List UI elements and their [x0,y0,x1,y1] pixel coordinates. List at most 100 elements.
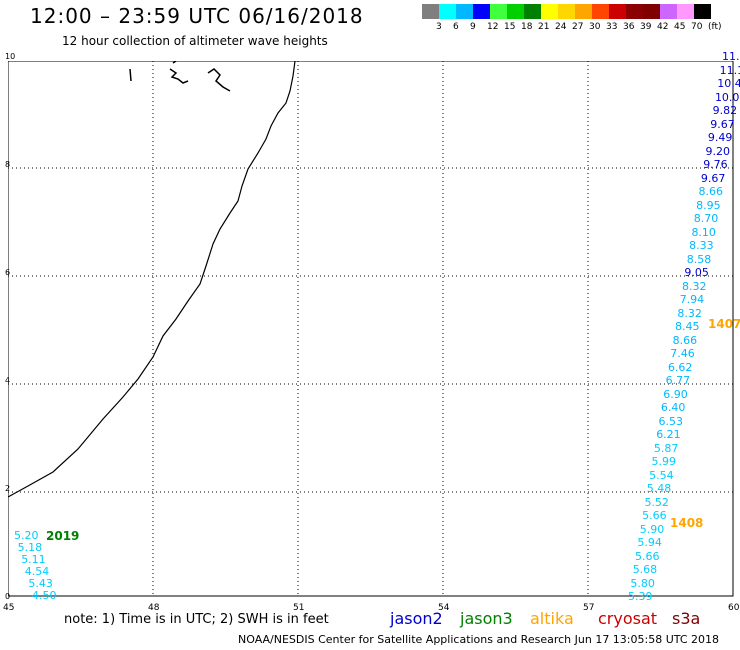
color-swatch [592,4,609,19]
wave-height-value: 5.80 [630,576,655,590]
pass-number-label: 2019 [46,529,80,543]
y-axis-tick-label: 0 [5,592,11,601]
wave-height-value: 5.99 [651,455,677,468]
color-swatch [694,4,711,19]
mission-name-altika: altika [530,609,574,628]
color-scale-label: 36 [623,22,635,32]
wave-height-value: 6.62 [667,360,693,374]
wave-height-value: 8.70 [693,212,719,225]
color-swatch [677,4,694,19]
wave-height-value: 5.68 [632,563,658,576]
color-swatch [473,4,490,19]
wave-height-value: 8.33 [689,239,714,252]
map-area [8,61,734,597]
wave-height-value: 11.1 [719,63,740,77]
map-frame [8,61,734,597]
wave-height-value: 6.77 [665,374,691,387]
map-graphic [8,61,734,597]
island-shapes [129,61,231,92]
wave-height-value: 9.67 [710,117,735,131]
wave-height-value: 8.10 [691,225,716,239]
wave-height-value: 6.53 [658,414,684,428]
y-axis-tick-label: 10 [5,52,16,61]
y-axis-tick-label: 4 [5,376,11,385]
footnote: note: 1) Time is in UTC; 2) SWH is in fe… [64,612,329,627]
wave-height-value: 5.39 [628,590,653,603]
color-swatch [524,4,541,19]
color-scale-label: 30 [589,22,601,32]
color-swatch [575,4,592,19]
color-scale-label: 39 [640,22,652,32]
wave-height-value: 5.52 [644,495,669,509]
color-scale-label: 6 [453,22,459,32]
wave-height-value: 5.54 [649,468,674,482]
wave-height-value: 7.94 [679,293,705,306]
color-scale-label: 70 [691,22,703,32]
pass-number-label: 1408 [670,516,704,530]
wave-height-value: 10.4 [717,77,740,90]
color-scale-label: 45 [674,22,686,32]
wave-height-value: 9.67 [700,171,726,185]
color-scale-label: 42 [657,22,669,32]
wave-height-value: 6.40 [660,401,686,414]
color-swatch [541,4,558,19]
color-swatch [558,4,575,19]
wave-height-value: 8.66 [672,333,698,347]
color-swatch [626,4,643,19]
wave-height-value: 8.45 [675,320,700,333]
wave-height-value: 10.0 [714,90,740,104]
y-axis-tick-label: 2 [5,484,11,493]
wave-height-value: 8.32 [677,306,702,320]
coastline [8,61,296,498]
mission-name-cryosat: cryosat [598,609,658,628]
mission-name-jason2: jason2 [390,609,443,628]
color-swatch [643,4,660,19]
wave-height-value: 11. [722,50,740,63]
wave-height-value: 6.90 [663,387,688,401]
wave-height-value: 4.54 [24,565,50,578]
color-swatch [609,4,626,19]
wave-height-value: 9.05 [684,266,709,279]
grid-lines [8,61,733,596]
color-scale-label: 24 [555,22,567,32]
color-swatch [456,4,473,19]
color-swatch [660,4,677,19]
color-swatch [490,4,507,19]
map-subtitle: 12 hour collection of altimeter wave hei… [62,34,328,48]
wave-height-value: 5.94 [637,536,662,549]
credit-line: NOAA/NESDIS Center for Satellite Applica… [238,633,720,646]
map-title: 12:00 – 23:59 UTC 06/16/2018 [30,4,364,28]
wave-height-value: 5.66 [635,549,660,563]
color-scale-label: 18 [521,22,533,32]
x-axis-tick-label: 54 [438,603,450,613]
x-axis-tick-label: 45 [3,603,15,613]
wave-height-value: 7.46 [670,347,695,360]
color-swatch [422,4,439,19]
wave-height-value: 5.90 [639,522,665,536]
color-scale-label: 27 [572,22,584,32]
wave-height-value: 5.20 [14,529,39,542]
color-scale-label: 3 [436,22,442,32]
color-scale-label: (ft) [708,22,722,32]
y-axis-tick-label: 8 [5,160,11,169]
pass-number-label: 1407 [708,317,740,331]
color-swatch [507,4,524,19]
y-axis-tick-label: 6 [5,268,11,277]
x-axis-tick-label: 60 [728,603,740,613]
mission-name-s3a: s3a [672,609,701,628]
wave-height-value: 9.49 [707,131,733,144]
wave-height-value: 5.11 [21,553,46,566]
wave-height-value: 9.82 [712,104,738,117]
color-scale-label: 9 [470,22,476,32]
color-scale-label: 33 [606,22,618,32]
wave-height-value: 8.32 [682,279,707,293]
x-axis-tick-label: 51 [293,603,305,613]
color-scale-bar [422,4,711,19]
wave-height-value: 4.50 [32,589,57,602]
wave-height-value: 5.18 [17,541,43,554]
wave-height-value: 8.66 [698,185,724,198]
wave-height-value: 9.20 [705,144,731,158]
wave-height-value: 8.58 [686,252,712,266]
color-scale-label: 15 [504,22,516,32]
wave-height-value: 9.76 [703,158,728,171]
